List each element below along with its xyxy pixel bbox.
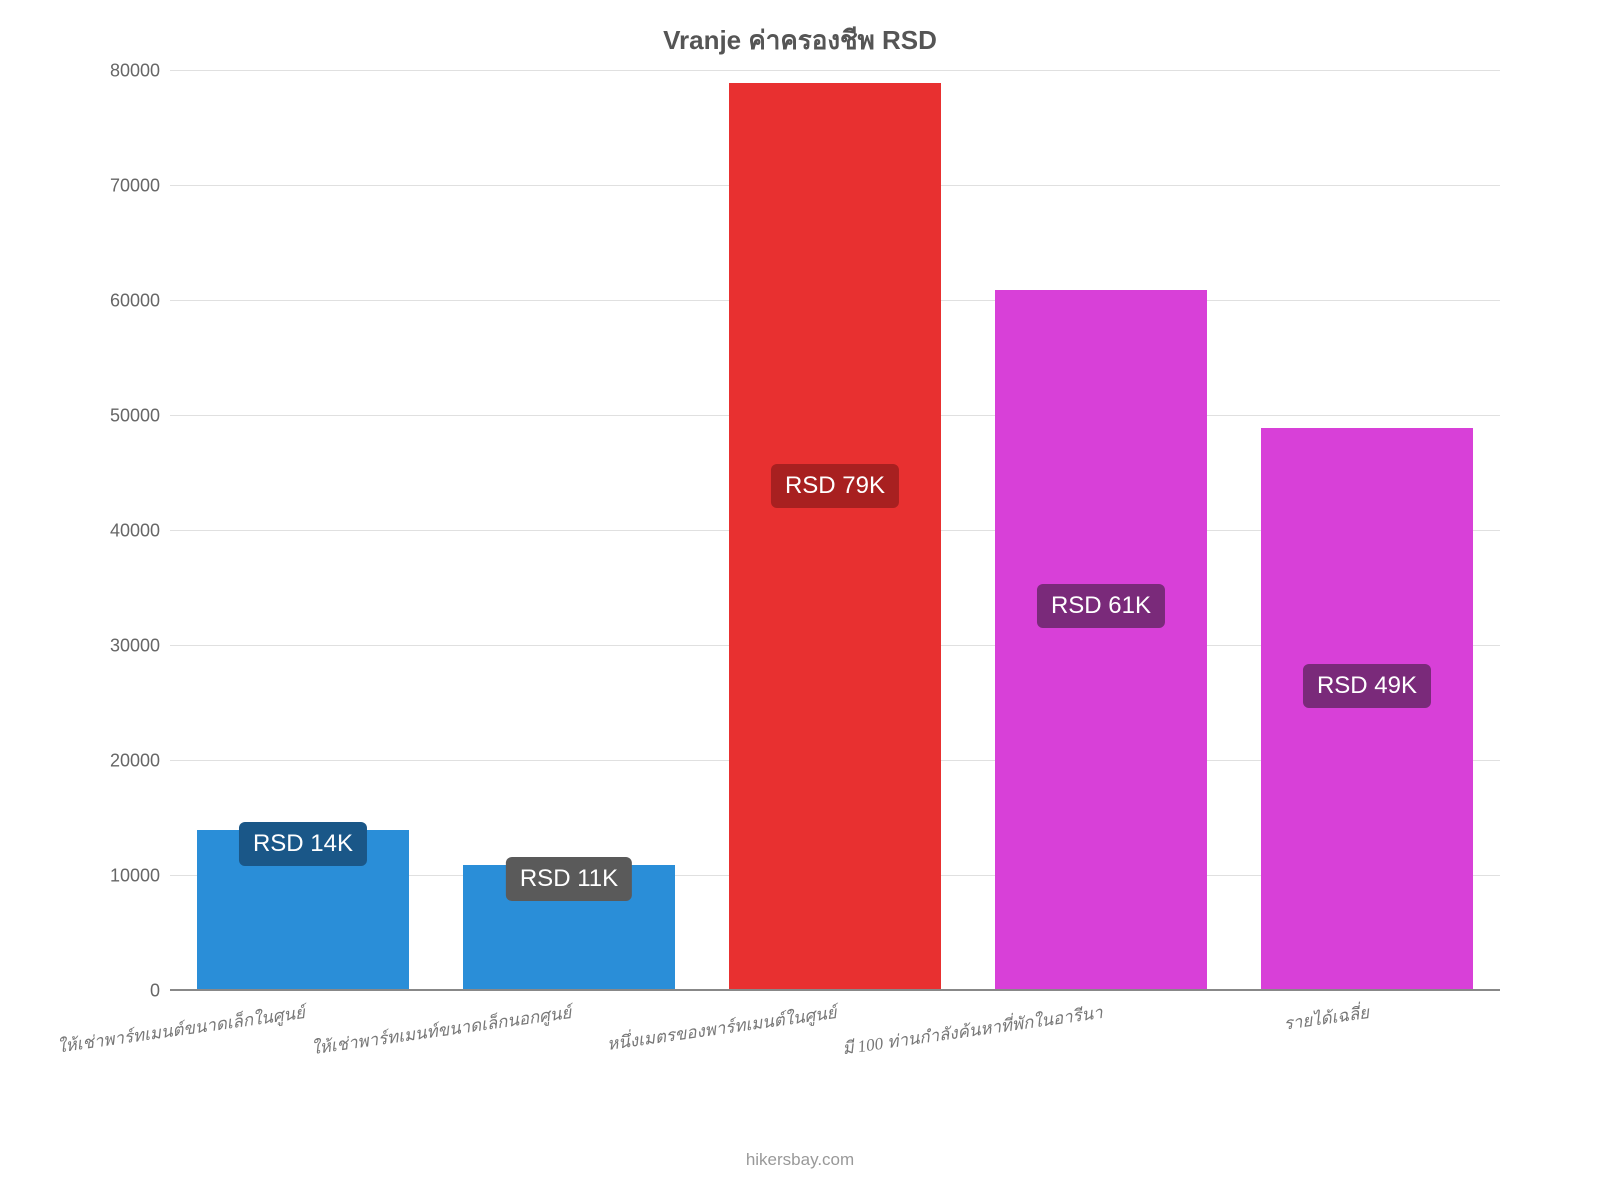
bar: RSD 49K: [1261, 428, 1474, 992]
bars-layer: RSD 14K RSD 11K RSD 79K RSD 61K RSD 49K: [170, 71, 1500, 991]
bar-value-label: RSD 49K: [1303, 664, 1431, 708]
attribution-text: hikersbay.com: [746, 1150, 854, 1170]
y-tick-label: 20000: [110, 751, 160, 772]
x-tick-label: รายได้เฉลี่ย: [1282, 999, 1371, 1038]
chart-title: Vranje ค่าครองชีพ RSD: [80, 20, 1520, 61]
chart-container: Vranje ค่าครองชีพ RSD 010000200003000040…: [80, 20, 1520, 1080]
y-tick-label: 80000: [110, 61, 160, 82]
bar-slot: RSD 61K: [968, 71, 1234, 991]
x-axis-labels: ให้เช่าพาร์ทเมนต์ขนาดเล็กในศูนย์ให้เช่าพ…: [170, 991, 1500, 1051]
y-tick-label: 0: [150, 981, 160, 1002]
bar-slot: RSD 14K: [170, 71, 436, 991]
bar-slot: RSD 11K: [436, 71, 702, 991]
bar-slot: RSD 49K: [1234, 71, 1500, 991]
bar-value-label: RSD 11K: [506, 857, 632, 901]
y-tick-label: 40000: [110, 521, 160, 542]
y-tick-label: 10000: [110, 866, 160, 887]
y-axis: 0100002000030000400005000060000700008000…: [80, 71, 170, 991]
bar: RSD 61K: [995, 290, 1208, 992]
y-tick-label: 30000: [110, 636, 160, 657]
bar-value-label: RSD 61K: [1037, 584, 1165, 628]
plot-area: 0100002000030000400005000060000700008000…: [170, 71, 1500, 991]
bar: RSD 11K: [463, 865, 676, 992]
x-tick-label: หนึ่งเมตรของพาร์ทเมนต์ในศูนย์: [606, 999, 839, 1058]
x-tick-label: มี 100 ท่านกำลังค้นหาที่พักในอารีนา: [841, 999, 1105, 1062]
x-tick-label: ให้เช่าพาร์ทเมนต์ขนาดเล็กในศูนย์: [56, 999, 307, 1061]
y-tick-label: 70000: [110, 176, 160, 197]
x-tick-label: ให้เช่าพาร์ทเมนท์ขนาดเล็กนอกศูนย์: [309, 999, 572, 1062]
bar-value-label: RSD 79K: [771, 464, 899, 508]
bar: RSD 79K: [729, 83, 942, 992]
bar: RSD 14K: [197, 830, 410, 991]
bar-slot: RSD 79K: [702, 71, 968, 991]
y-tick-label: 50000: [110, 406, 160, 427]
bar-value-label: RSD 14K: [239, 822, 367, 866]
y-tick-label: 60000: [110, 291, 160, 312]
